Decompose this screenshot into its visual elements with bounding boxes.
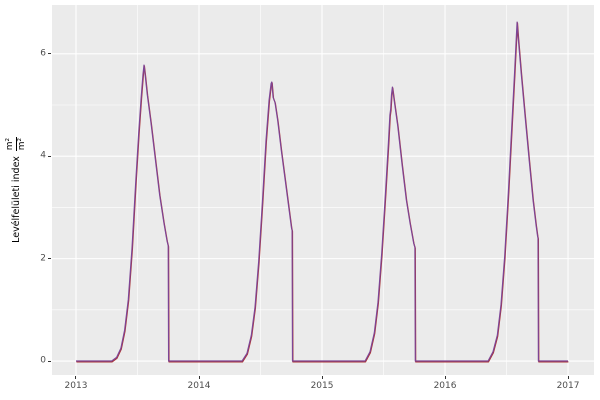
y-axis-unit-numerator: m² (4, 137, 15, 151)
y-tick-mark (48, 360, 51, 362)
y-tick-label: 2 (40, 253, 46, 264)
x-tick-mark (198, 376, 200, 379)
y-tick-label: 0 (40, 355, 46, 366)
x-tick-mark (444, 376, 446, 379)
x-tick-label: 2015 (310, 381, 334, 391)
grid-major (52, 5, 594, 375)
x-tick-mark (75, 376, 77, 379)
x-tick-mark (321, 376, 323, 379)
y-tick-mark (48, 155, 51, 157)
y-tick-label: 6 (40, 48, 46, 59)
x-tick-mark (567, 376, 569, 379)
grid-minor (52, 5, 594, 375)
y-tick-mark (48, 53, 51, 55)
x-tick-label: 2013 (64, 381, 88, 391)
lai-series-purple (76, 21, 568, 362)
y-axis-unit-denominator: m² (16, 137, 27, 151)
y-tick-label: 4 (40, 150, 46, 161)
x-tick-label: 2017 (556, 381, 580, 391)
y-axis-title-text: Levélfelületi index (10, 156, 22, 243)
x-tick-label: 2016 (433, 381, 457, 391)
y-axis-unit-fraction: m² m² (4, 137, 27, 152)
plot-svg (52, 5, 594, 375)
x-tick-label: 2014 (187, 381, 211, 391)
y-tick-mark (48, 258, 51, 260)
plot-panel (52, 5, 594, 375)
y-axis-title: Levélfelületi index m² m² (2, 78, 30, 302)
